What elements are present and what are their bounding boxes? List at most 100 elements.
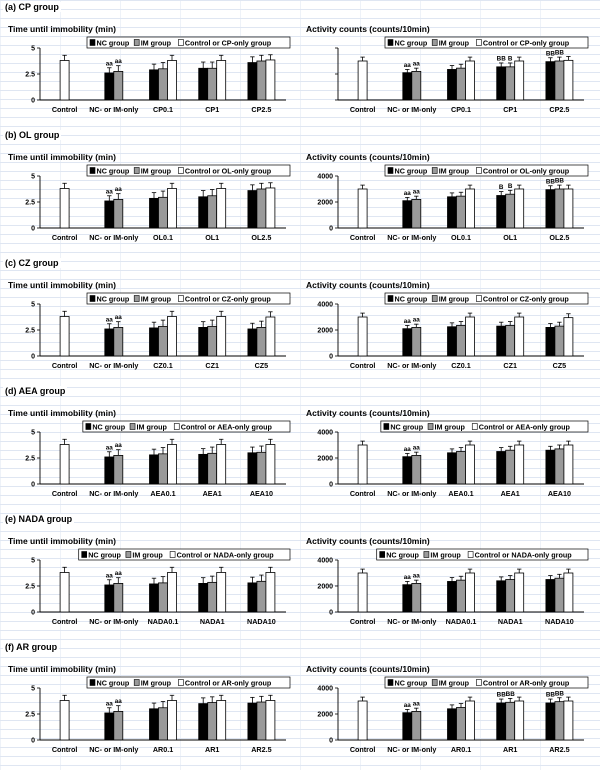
legend-swatch	[125, 551, 132, 558]
bar	[247, 328, 258, 357]
significance-mark: aa	[404, 702, 412, 709]
y-tick-label: 0	[31, 98, 35, 105]
bar	[563, 59, 574, 101]
legend-swatch	[427, 423, 434, 430]
legend-swatch	[173, 423, 180, 430]
significance-mark: aa	[115, 314, 123, 321]
x-tick-label: CZ5	[255, 361, 269, 370]
bar-chart: NC group IM group Control or CP-only group…	[335, 36, 589, 114]
legend-label: NC group	[97, 39, 130, 48]
bar	[149, 583, 159, 613]
bar	[265, 700, 276, 741]
legend-box	[376, 548, 589, 561]
legend-box	[82, 420, 291, 433]
significance-mark: aa	[106, 444, 114, 451]
legend-label: NC group	[395, 295, 428, 304]
panel-title: Activity counts (counts/10min)	[306, 408, 430, 418]
y-tick-label: 0	[31, 482, 35, 489]
bar	[545, 449, 556, 485]
legend-box	[86, 676, 291, 689]
significance-mark: BB	[555, 178, 565, 185]
group-title: (f) AR group	[3, 642, 60, 652]
bar	[167, 572, 177, 613]
x-tick-label: NADA10	[545, 617, 574, 626]
legend-swatch	[387, 295, 394, 302]
legend-swatch	[431, 679, 438, 686]
bar	[505, 701, 516, 741]
x-tick-label: AEA10	[250, 489, 273, 498]
legend-swatch	[387, 39, 394, 46]
panel-title: Activity counts (counts/10min)	[306, 536, 430, 546]
bar-chart: NC group IM group Control or AEA-only grou…	[317, 420, 589, 498]
bar	[514, 316, 525, 357]
x-tick-label: CP2.5	[251, 105, 271, 114]
group-title: (d) AEA group	[3, 386, 68, 396]
bar	[545, 61, 556, 101]
bar-chart: NC group IM group Control or AEA-only grou…	[25, 420, 291, 498]
bar	[247, 582, 258, 613]
bar	[357, 700, 368, 741]
legend-label: IM group	[141, 295, 172, 304]
bar-chart: NC group IM group Control or CZ-only group…	[317, 292, 589, 370]
bar	[447, 196, 457, 229]
legend-box	[78, 548, 291, 561]
x-tick-label: Control	[52, 617, 78, 626]
x-tick-label: Control	[350, 745, 376, 754]
legend-label: Control or OL-only group	[185, 167, 272, 176]
y-tick-label: 2.5	[25, 712, 35, 719]
legend-label: NC group	[88, 551, 121, 560]
x-tick-label: NC- or IM-only	[387, 745, 436, 754]
legend-swatch	[169, 551, 176, 558]
x-tick-label: Control	[52, 489, 78, 498]
bar	[59, 700, 70, 741]
bar	[505, 66, 516, 101]
bar	[104, 200, 115, 229]
bar	[59, 572, 70, 613]
significance-mark: aa	[413, 317, 421, 324]
x-tick-label: Control	[52, 105, 78, 114]
significance-mark: aa	[413, 61, 421, 68]
bar	[505, 325, 516, 357]
legend-swatch	[476, 295, 482, 302]
panel-title: Time until immobility (min)	[8, 664, 116, 674]
legend-label: IM group	[430, 551, 461, 560]
bar	[411, 327, 422, 357]
bar	[265, 316, 276, 357]
bar	[158, 453, 168, 485]
bar	[149, 708, 159, 741]
legend-swatch	[89, 39, 96, 46]
bar	[447, 452, 457, 485]
significance-mark: BB	[546, 178, 556, 185]
x-tick-label: Control	[350, 361, 376, 370]
bar	[456, 67, 466, 101]
significance-mark: BB	[555, 690, 565, 697]
x-tick-label: NC- or IM-only	[387, 233, 436, 242]
bar	[456, 451, 466, 485]
bar	[514, 572, 525, 613]
legend-label: IM group	[137, 423, 168, 432]
legend-label: NC group	[390, 423, 423, 432]
bar	[167, 444, 177, 485]
bar	[465, 444, 475, 485]
bar	[198, 196, 209, 229]
x-tick-label: NC- or IM-only	[89, 745, 138, 754]
bar	[554, 701, 565, 741]
y-tick-label: 5	[31, 46, 35, 53]
legend-box	[86, 164, 291, 177]
bar	[167, 60, 177, 101]
bar	[411, 583, 422, 613]
x-tick-label: AEA1	[203, 489, 222, 498]
bar-chart: NC group IM group Control or OL-only group…	[25, 164, 291, 242]
significance-mark: aa	[413, 573, 421, 580]
bar	[411, 71, 422, 101]
legend-swatch	[85, 423, 92, 430]
x-tick-label: CP0.1	[451, 105, 471, 114]
x-tick-label: AR2.5	[549, 745, 569, 754]
bar	[167, 316, 177, 357]
legend-box	[380, 420, 589, 433]
legend-label: IM group	[439, 39, 470, 48]
y-tick-label: 0	[31, 610, 35, 617]
bar	[357, 60, 368, 101]
significance-mark: BB	[497, 55, 507, 62]
legend-label: NC group	[97, 679, 130, 688]
